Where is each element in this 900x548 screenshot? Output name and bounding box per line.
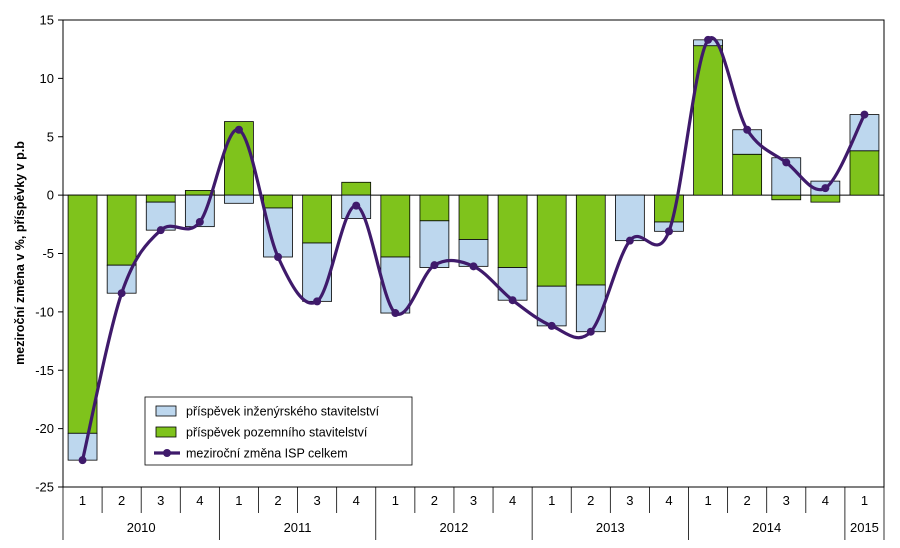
y-tick-label: -20 bbox=[35, 421, 54, 436]
x-tick-label: 2 bbox=[744, 493, 751, 508]
y-tick-label: 10 bbox=[40, 71, 54, 86]
x-tick-label: 1 bbox=[79, 493, 86, 508]
legend-swatch bbox=[155, 426, 177, 438]
line-point bbox=[274, 253, 283, 262]
x-tick-label: 1 bbox=[704, 493, 711, 508]
line-point bbox=[821, 184, 830, 193]
bar bbox=[849, 150, 880, 196]
line-point bbox=[352, 201, 361, 210]
x-tick-label: 4 bbox=[353, 493, 360, 508]
x-tick-label: 4 bbox=[509, 493, 516, 508]
bar bbox=[145, 194, 176, 203]
x-tick-label: 4 bbox=[665, 493, 672, 508]
line-point bbox=[430, 261, 439, 270]
year-label: 2014 bbox=[752, 520, 781, 535]
line-series bbox=[78, 35, 869, 465]
bar bbox=[654, 194, 684, 223]
x-axis: 1 2 3 4 1 2 3 4 1 2 3 4 1 2 3 4 1 2 3 4 1 2010 2011 2012 2013 201… bbox=[62, 487, 885, 540]
line-point bbox=[508, 296, 517, 305]
bar bbox=[224, 194, 254, 204]
x-tick-label: 3 bbox=[470, 493, 477, 508]
line-path bbox=[80, 36, 866, 461]
bar bbox=[575, 194, 606, 286]
line-point bbox=[469, 262, 478, 271]
bar bbox=[302, 242, 332, 302]
line-point bbox=[313, 297, 322, 306]
year-label: 2015 bbox=[850, 520, 879, 535]
bar bbox=[419, 194, 450, 222]
x-tick-label: 1 bbox=[392, 493, 399, 508]
bar bbox=[458, 194, 489, 240]
legend-marker bbox=[163, 449, 171, 457]
bar bbox=[106, 194, 137, 266]
year-label: 2011 bbox=[284, 520, 312, 535]
line-point bbox=[664, 227, 673, 236]
bar bbox=[263, 194, 293, 209]
line-point bbox=[860, 110, 869, 119]
legend-box bbox=[144, 396, 413, 466]
line-point bbox=[234, 125, 243, 134]
x-tick-label: 1 bbox=[861, 493, 868, 508]
y-tick-label: -25 bbox=[35, 480, 54, 495]
bar bbox=[497, 267, 528, 301]
line-point bbox=[547, 321, 556, 330]
bar bbox=[849, 114, 880, 152]
line-point bbox=[156, 226, 165, 235]
y-tick-label: 15 bbox=[40, 13, 54, 28]
bar bbox=[302, 194, 332, 244]
bar bbox=[380, 256, 411, 314]
x-tick-label: 3 bbox=[783, 493, 790, 508]
legend-swatch bbox=[155, 405, 177, 417]
bar bbox=[771, 194, 802, 201]
line-point bbox=[586, 327, 595, 336]
line-point bbox=[704, 35, 713, 44]
line-point bbox=[195, 217, 204, 226]
bar bbox=[575, 284, 606, 333]
x-tick-label: 4 bbox=[196, 493, 203, 508]
legend-label: příspěvek inženýrského stavitelství bbox=[186, 405, 380, 419]
bar bbox=[341, 181, 372, 196]
x-tick-label: 2 bbox=[274, 493, 281, 508]
x-tick-label: 1 bbox=[548, 493, 555, 508]
x-tick-label: 3 bbox=[157, 493, 164, 508]
y-tick-label: -10 bbox=[35, 304, 54, 319]
legend: příspěvek inženýrského stavitelství přísp… bbox=[144, 396, 413, 466]
line-point bbox=[782, 158, 791, 167]
y-tick-label: 0 bbox=[47, 188, 54, 203]
bar bbox=[263, 207, 293, 258]
x-tick-label: 1 bbox=[235, 493, 242, 508]
y-tick-label: -5 bbox=[42, 246, 54, 261]
y-axis-label: meziroční změna v %, příspěvky v p.b bbox=[13, 141, 27, 365]
x-tick-label: 2 bbox=[431, 493, 438, 508]
x-tick-label: 3 bbox=[314, 493, 321, 508]
bar bbox=[810, 194, 841, 203]
bar bbox=[497, 194, 528, 268]
bar bbox=[732, 153, 763, 196]
y-tick-label: -15 bbox=[35, 363, 54, 378]
bar bbox=[224, 121, 254, 196]
legend-label: meziroční změna ISP celkem bbox=[186, 447, 348, 461]
year-label: 2012 bbox=[439, 520, 468, 535]
bar bbox=[536, 194, 567, 287]
y-tick-label: 5 bbox=[47, 129, 54, 144]
bar bbox=[615, 194, 645, 242]
line-point bbox=[625, 236, 634, 245]
legend-label: příspěvek pozemního stavitelství bbox=[186, 426, 368, 440]
year-label: 2010 bbox=[127, 520, 156, 535]
line-point bbox=[117, 289, 126, 298]
x-tick-label: 2 bbox=[118, 493, 125, 508]
line-point bbox=[391, 309, 400, 318]
year-label: 2013 bbox=[596, 520, 625, 535]
x-tick-label: 2 bbox=[587, 493, 594, 508]
bar bbox=[380, 194, 411, 258]
line-point bbox=[743, 125, 752, 134]
line-point bbox=[78, 456, 87, 465]
x-tick-label: 4 bbox=[822, 493, 829, 508]
x-tick-label: 3 bbox=[626, 493, 633, 508]
bar bbox=[67, 194, 98, 434]
